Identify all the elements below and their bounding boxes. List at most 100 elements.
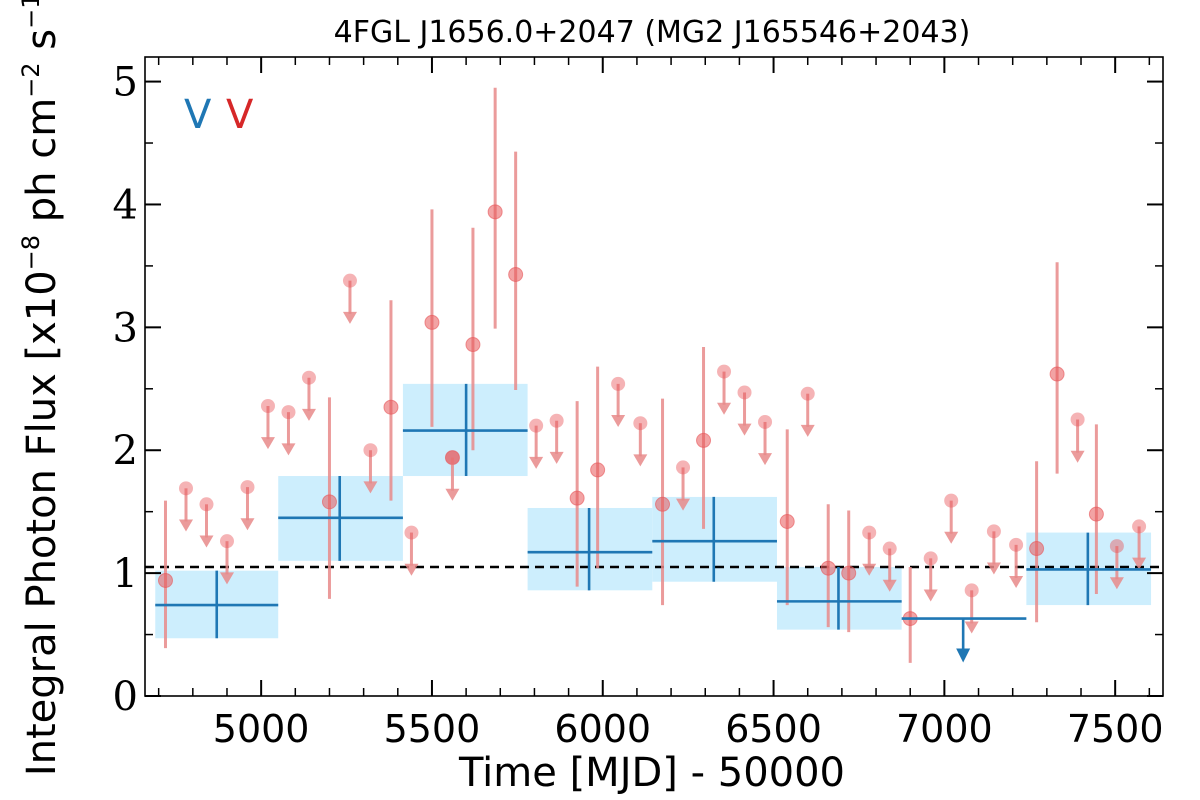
short-bin-upper-limit-arrow bbox=[986, 562, 1001, 575]
short-bin-upper-limit-point bbox=[404, 525, 419, 540]
short-bin-upper-limit-point bbox=[717, 364, 732, 379]
short-bin-upper-limit-arrow bbox=[862, 563, 877, 576]
short-bin-point bbox=[157, 572, 173, 588]
short-bin-upper-limit-point bbox=[301, 370, 316, 385]
plot-frame bbox=[144, 56, 1164, 697]
y-tick-label: 4 bbox=[113, 182, 138, 228]
short-bin-upper-limit-arrow bbox=[342, 311, 357, 324]
y-axis-label: Integral Photon Flux [x10−8 ph cm−2 s−1] bbox=[17, 0, 65, 776]
short-bin-series bbox=[157, 87, 1147, 663]
short-bin-upper-limit-arrow bbox=[964, 621, 979, 634]
y-tick-label: 3 bbox=[113, 305, 138, 351]
y-axis-label-main: Integral Photon Flux [x10 bbox=[19, 270, 65, 776]
short-bin-upper-limit-arrow bbox=[529, 456, 544, 469]
short-bin-point bbox=[424, 314, 440, 330]
short-bin-upper-limit-point bbox=[800, 386, 815, 401]
short-bin-upper-limit-point bbox=[1132, 519, 1147, 534]
short-bin-upper-limit-arrow bbox=[1132, 557, 1147, 570]
short-bin-point bbox=[1029, 541, 1045, 557]
short-bin-point bbox=[1049, 366, 1065, 382]
short-bin-point bbox=[779, 514, 795, 530]
short-bin-upper-limit-arrow bbox=[1070, 450, 1085, 463]
chart-title: 4FGL J1656.0+2047 (MG2 J165546+2043) bbox=[334, 15, 971, 50]
short-bin-upper-limit-point bbox=[944, 493, 959, 508]
short-bin-upper-limit-arrow bbox=[549, 451, 564, 464]
short-bin-upper-limit-point bbox=[1009, 537, 1024, 552]
legend-entry-short: V bbox=[226, 92, 254, 138]
short-bin-upper-limit-point bbox=[986, 524, 1001, 539]
x-tick-labels: 5000 5500 6000 6500 7000 7500 bbox=[213, 707, 1164, 751]
short-bin-upper-limit-point bbox=[758, 414, 773, 429]
short-bin-upper-limit-point bbox=[923, 551, 938, 566]
x-tick-label: 7500 bbox=[1067, 707, 1164, 751]
y-tick-label: 0 bbox=[113, 674, 138, 720]
long-bin-bands bbox=[155, 383, 1152, 639]
x-axis-label: Time [MJD] - 50000 bbox=[458, 750, 845, 796]
y-axis-label-exp1: −8 bbox=[17, 235, 45, 270]
short-bin-upper-limit-arrow bbox=[737, 423, 752, 436]
short-bin-point bbox=[1088, 506, 1104, 522]
y-axis-label-mid: ph cm bbox=[19, 98, 65, 235]
short-bin-point bbox=[820, 560, 836, 576]
legend-entry-long: V bbox=[184, 92, 212, 138]
long-bin-upper-limit-arrow bbox=[956, 648, 971, 663]
short-bin-point bbox=[508, 267, 524, 283]
plot-area bbox=[144, 56, 1164, 697]
short-bin-upper-limit-point bbox=[199, 497, 214, 512]
short-bin-point bbox=[465, 337, 481, 353]
short-bin-point bbox=[841, 565, 857, 581]
short-bin-upper-limit-point bbox=[1070, 412, 1085, 427]
y-tick-label: 2 bbox=[113, 428, 138, 474]
short-bin-upper-limit-arrow bbox=[1109, 577, 1124, 590]
short-bin-upper-limit-point bbox=[611, 376, 626, 391]
y-tick-labels: 0 1 2 3 4 5 bbox=[113, 60, 138, 720]
short-bin-upper-limit-arrow bbox=[445, 488, 460, 501]
short-bin-upper-limit-point bbox=[529, 418, 544, 433]
short-bin-upper-limit-point bbox=[633, 416, 648, 431]
short-bin-point bbox=[696, 432, 712, 448]
short-bin-upper-limit-arrow bbox=[260, 437, 275, 450]
short-bin-upper-limit-point bbox=[342, 273, 357, 288]
short-bin-upper-limit-arrow bbox=[758, 453, 773, 466]
short-bin-upper-limit-arrow bbox=[717, 402, 732, 415]
short-bin-upper-limit-point bbox=[964, 583, 979, 598]
y-axis-label-exp2: −2 bbox=[17, 62, 45, 97]
short-bin-upper-limit-point bbox=[363, 443, 378, 458]
short-bin-upper-limit-arrow bbox=[944, 531, 959, 544]
short-bin-upper-limit-point bbox=[240, 480, 255, 495]
short-bin-upper-limit-arrow bbox=[923, 589, 938, 602]
y-tick-label: 1 bbox=[113, 551, 138, 597]
short-bin-upper-limit-arrow bbox=[882, 579, 897, 592]
short-bin-upper-limit-arrow bbox=[676, 498, 691, 511]
short-bin-upper-limit-arrow bbox=[178, 519, 193, 532]
short-bin-upper-limit-point bbox=[862, 525, 877, 540]
x-tick-label: 6000 bbox=[554, 707, 651, 751]
x-tick-label: 7000 bbox=[896, 707, 993, 751]
short-bin-upper-limit-point bbox=[737, 385, 752, 400]
axis-ticks bbox=[145, 57, 1163, 697]
legend: V V bbox=[184, 92, 254, 138]
short-bin-point bbox=[383, 399, 399, 415]
short-bin-upper-limit-point bbox=[676, 460, 691, 475]
short-bin-upper-limit-point bbox=[260, 398, 275, 413]
short-bin-upper-limit-arrow bbox=[281, 443, 296, 456]
short-bin-upper-limit-point bbox=[281, 405, 296, 420]
short-bin-upper-limit-point bbox=[219, 534, 234, 549]
short-bin-upper-limit-arrow bbox=[1009, 576, 1024, 589]
short-bin-upper-limit-point bbox=[445, 450, 460, 465]
short-bin-upper-limit-point bbox=[178, 481, 193, 496]
short-bin-point bbox=[569, 490, 585, 506]
short-bin-upper-limit-point bbox=[549, 413, 564, 428]
y-axis-label-mid2: s bbox=[19, 29, 65, 63]
short-bin-upper-limit-arrow bbox=[219, 572, 234, 585]
long-bin-series bbox=[155, 383, 1152, 663]
short-bin-upper-limit-arrow bbox=[800, 424, 815, 437]
x-tick-label: 5000 bbox=[213, 707, 310, 751]
short-bin-upper-limit-arrow bbox=[363, 481, 378, 494]
y-axis-label-exp3: −1 bbox=[17, 0, 45, 29]
short-bin-point bbox=[655, 496, 671, 512]
short-bin-upper-limit-arrow bbox=[240, 518, 255, 531]
short-bin-upper-limit-point bbox=[1109, 539, 1124, 554]
short-bin-upper-limit-arrow bbox=[404, 563, 419, 576]
